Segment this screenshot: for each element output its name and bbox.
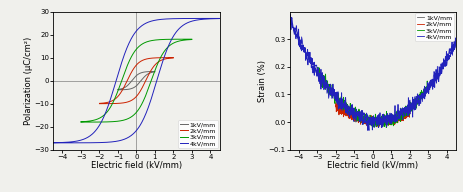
2kV/mm: [333, 102, 339, 104]
3kV/mm: [78, 121, 84, 123]
1kV/mm: [128, 80, 134, 83]
1kV/mm: [115, 89, 121, 91]
4kV/mm: [434, 78, 439, 80]
1kV/mm: [133, 85, 139, 87]
3kV/mm: [152, 71, 157, 73]
Line: 4kV/mm: 4kV/mm: [53, 18, 220, 143]
4kV/mm: [287, 17, 292, 20]
1kV/mm: [351, 118, 357, 120]
1kV/mm: [145, 73, 151, 75]
3kV/mm: [359, 117, 364, 119]
4kV/mm: [109, 92, 115, 95]
1kV/mm: [149, 70, 154, 73]
3kV/mm: [179, 38, 184, 40]
3kV/mm: [383, 126, 389, 129]
2kV/mm: [398, 116, 404, 118]
3kV/mm: [118, 83, 123, 86]
3kV/mm: [314, 70, 320, 72]
2kV/mm: [133, 96, 138, 98]
2kV/mm: [374, 126, 380, 128]
3kV/mm: [169, 43, 175, 45]
1kV/mm: [353, 116, 359, 118]
1kV/mm: [382, 120, 387, 122]
3kV/mm: [338, 102, 343, 104]
3kV/mm: [78, 121, 84, 123]
1kV/mm: [375, 120, 380, 122]
4kV/mm: [187, 21, 193, 23]
Legend: 1kV/mm, 2kV/mm, 3kV/mm, 4kV/mm: 1kV/mm, 2kV/mm, 3kV/mm, 4kV/mm: [415, 13, 454, 41]
2kV/mm: [164, 56, 169, 59]
Line: 1kV/mm: 1kV/mm: [354, 117, 391, 125]
2kV/mm: [348, 114, 354, 116]
3kV/mm: [135, 46, 141, 48]
4kV/mm: [287, 21, 292, 24]
3kV/mm: [133, 112, 138, 114]
1kV/mm: [359, 119, 365, 121]
4kV/mm: [217, 17, 223, 20]
Y-axis label: Polarization (μC/cm²): Polarization (μC/cm²): [24, 36, 33, 125]
4kV/mm: [136, 27, 142, 29]
2kV/mm: [135, 63, 140, 65]
3kV/mm: [315, 66, 320, 69]
4kV/mm: [132, 131, 138, 133]
2kV/mm: [365, 123, 371, 126]
4kV/mm: [50, 142, 56, 144]
3kV/mm: [405, 106, 410, 108]
Line: 3kV/mm: 3kV/mm: [317, 67, 428, 127]
2kV/mm: [333, 104, 338, 107]
1kV/mm: [351, 117, 357, 119]
Line: 2kV/mm: 2kV/mm: [100, 58, 174, 104]
2kV/mm: [380, 122, 385, 124]
2kV/mm: [157, 60, 163, 62]
Line: 1kV/mm: 1kV/mm: [118, 71, 155, 90]
Legend: 1kV/mm, 2kV/mm, 3kV/mm, 4kV/mm: 1kV/mm, 2kV/mm, 3kV/mm, 4kV/mm: [178, 120, 218, 148]
4kV/mm: [50, 142, 56, 144]
X-axis label: Electric field (kV/mm): Electric field (kV/mm): [327, 161, 419, 170]
3kV/mm: [314, 74, 320, 76]
1kV/mm: [366, 120, 372, 122]
2kV/mm: [363, 120, 369, 122]
4kV/mm: [321, 81, 326, 84]
Y-axis label: Strain (%): Strain (%): [258, 60, 267, 102]
4kV/mm: [360, 113, 365, 116]
4kV/mm: [391, 114, 396, 116]
1kV/mm: [140, 78, 145, 80]
Line: 3kV/mm: 3kV/mm: [81, 39, 192, 122]
X-axis label: Electric field (kV/mm): Electric field (kV/mm): [91, 161, 182, 170]
2kV/mm: [171, 56, 176, 59]
4kV/mm: [354, 112, 359, 115]
2kV/mm: [393, 119, 399, 122]
3kV/mm: [384, 115, 389, 117]
Line: 4kV/mm: 4kV/mm: [289, 14, 456, 131]
2kV/mm: [97, 102, 102, 104]
Line: 2kV/mm: 2kV/mm: [336, 103, 410, 127]
2kV/mm: [97, 103, 102, 105]
2kV/mm: [123, 83, 129, 85]
1kV/mm: [115, 88, 121, 91]
4kV/mm: [201, 17, 207, 20]
2kV/mm: [333, 105, 338, 107]
3kV/mm: [413, 106, 419, 108]
4kV/mm: [366, 129, 372, 132]
4kV/mm: [161, 58, 166, 60]
3kV/mm: [189, 38, 195, 40]
1kV/mm: [368, 121, 373, 123]
1kV/mm: [152, 70, 158, 73]
2kV/mm: [146, 74, 151, 76]
1kV/mm: [382, 124, 388, 127]
1kV/mm: [134, 74, 140, 76]
1kV/mm: [384, 120, 390, 123]
4kV/mm: [422, 98, 427, 100]
3kV/mm: [363, 118, 369, 120]
4kV/mm: [288, 13, 293, 16]
